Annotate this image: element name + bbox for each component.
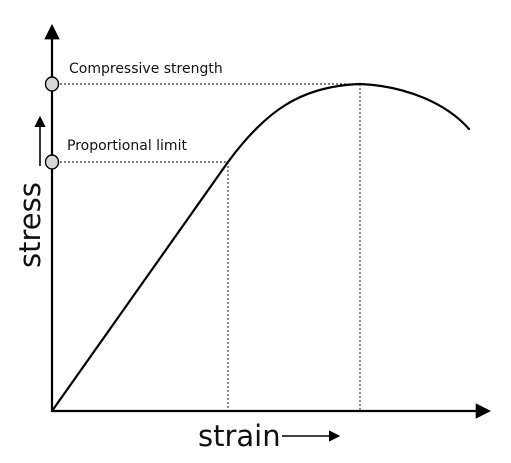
compressive-strength-label: Compressive strength [69,61,223,77]
compressive-strength-marker [44,76,60,92]
proportional-limit-marker [44,154,60,170]
proportional-limit-label: Proportional limit [67,138,187,154]
y-axis-title: stress [13,182,47,268]
stress-strain-curve [50,82,471,413]
x-axis-title: strain [198,419,281,453]
